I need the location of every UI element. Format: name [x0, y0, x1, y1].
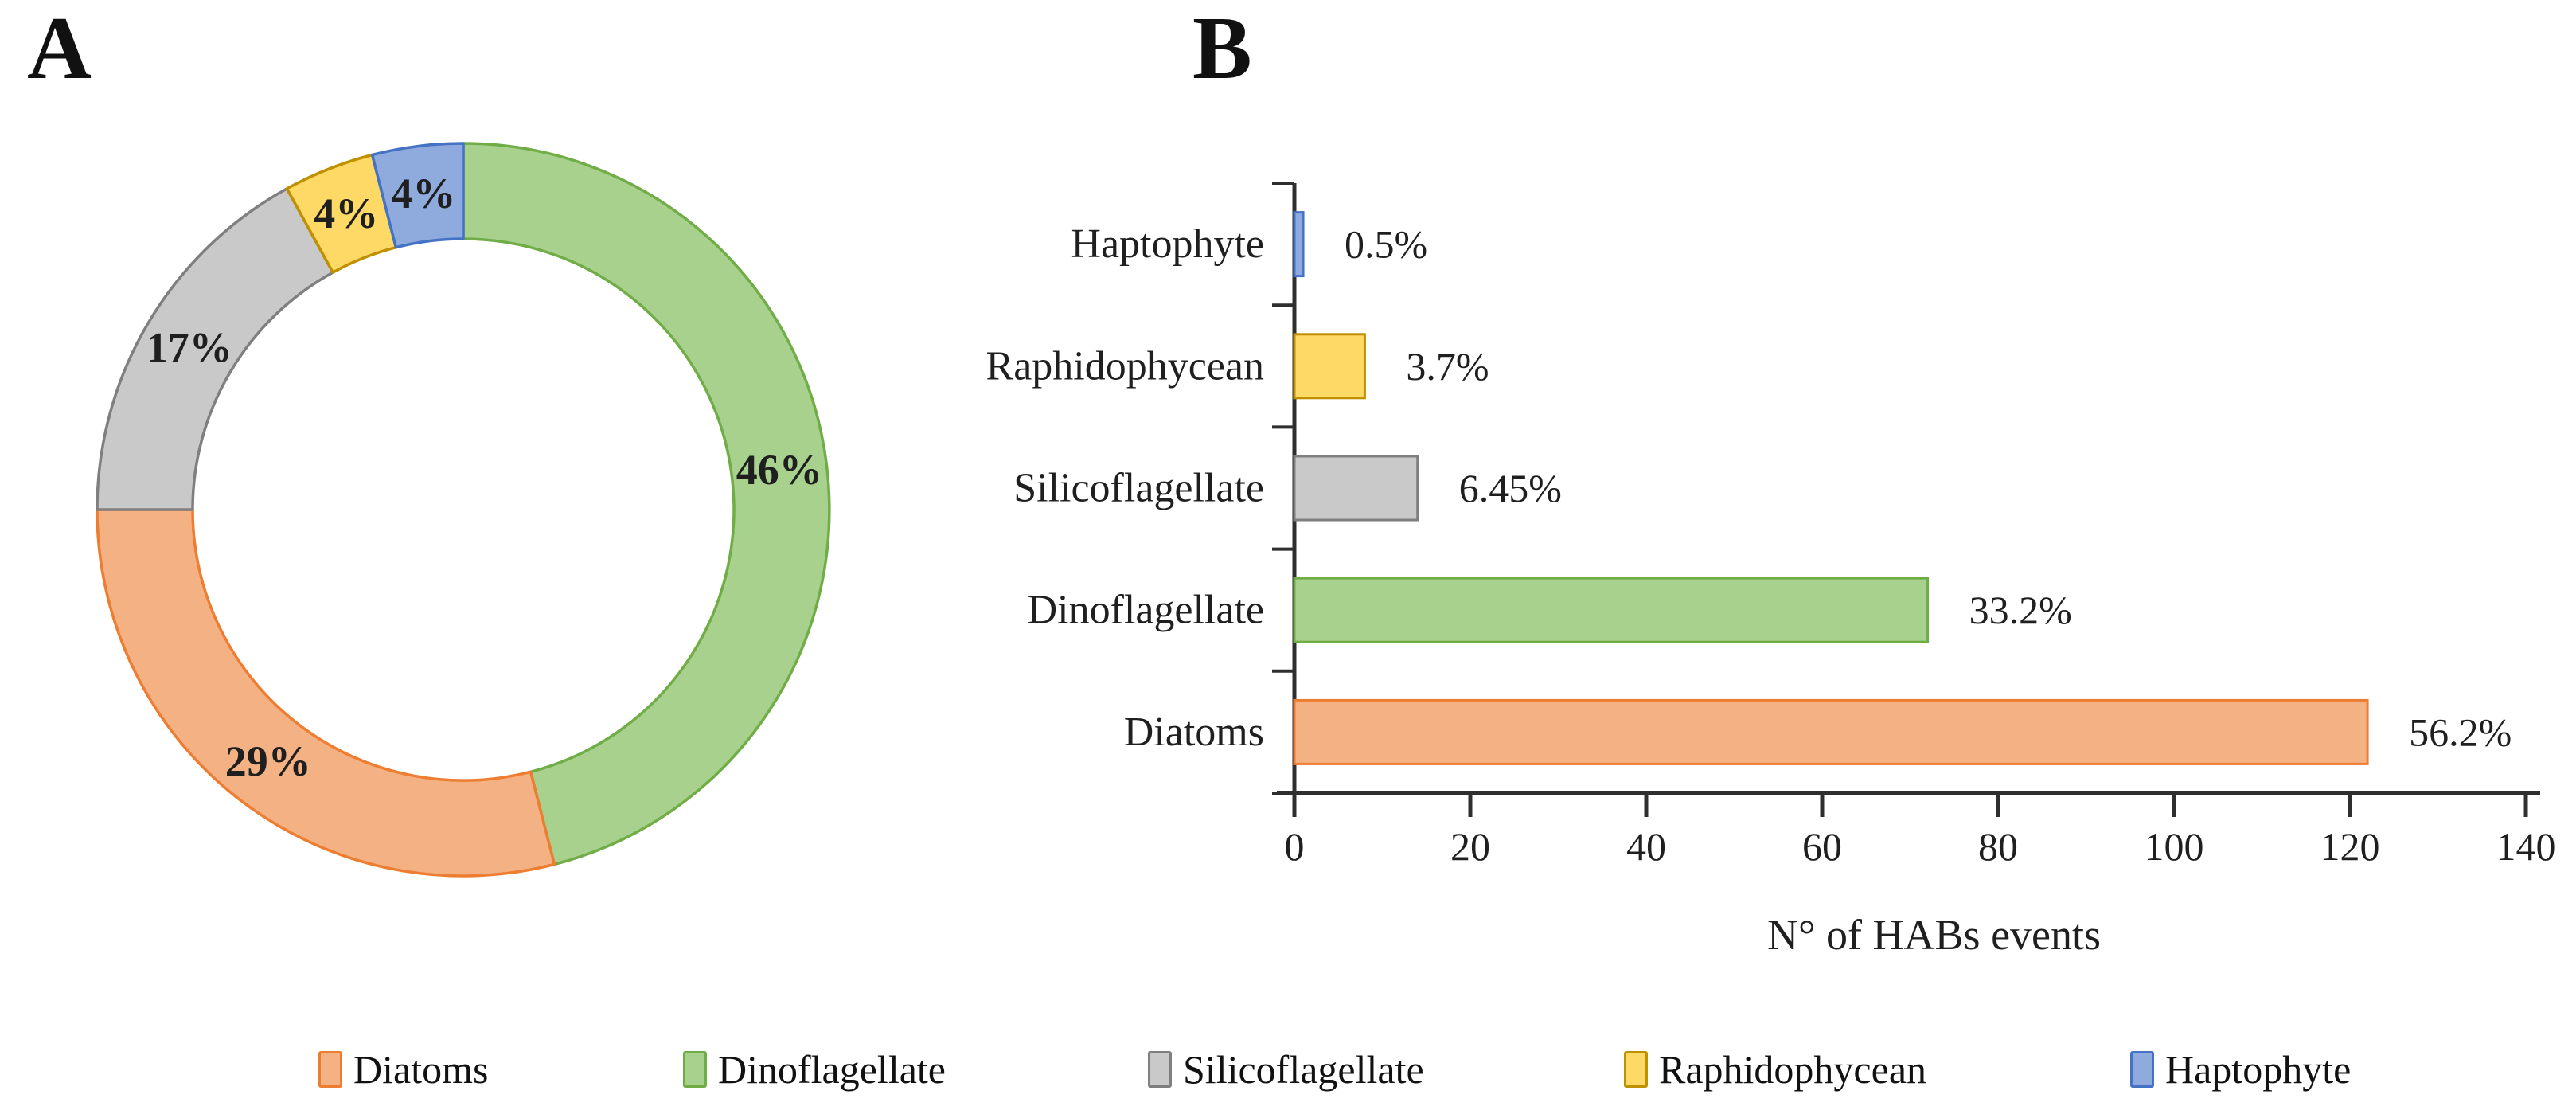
category-label-dinoflagellate: Dinoflagellate	[1028, 588, 1264, 633]
donut-slice-diatoms	[96, 508, 556, 878]
bar-dinoflagellate	[1293, 577, 1930, 643]
donut-data-label-diatoms: 29%	[225, 737, 311, 785]
legend-label-raphidophycean: Raphidophycean	[1659, 1047, 1927, 1092]
donut-slice-haptophyte	[370, 142, 465, 249]
legend-swatch-diatoms	[318, 1051, 342, 1088]
legend-swatch-raphidophycean	[1624, 1051, 1648, 1088]
x-axis-title: N° of HABs events	[1767, 911, 2101, 959]
bar-haptophyte	[1293, 211, 1305, 278]
x-tick-label: 0	[1285, 824, 1305, 869]
bar-data-label-silicoflagellate: 6.45%	[1459, 466, 1562, 510]
legend-item-dinoflagellate: Dinoflagellate	[683, 1046, 946, 1093]
x-tick-label: 60	[1802, 824, 1842, 869]
bar-data-label-dinoflagellate: 33.2%	[1969, 588, 2072, 632]
x-tick-label: 120	[2320, 824, 2380, 869]
legend-item-diatoms: Diatoms	[318, 1046, 488, 1093]
panel-b-label: B	[1192, 0, 1252, 98]
bar-silicoflagellate	[1293, 455, 1419, 522]
donut-data-label-haptophyte: 4%	[391, 170, 455, 217]
donut-data-label-dinoflagellate: 46%	[736, 446, 822, 494]
category-label-raphidophycean: Raphidophycean	[986, 343, 1264, 389]
bar-data-label-raphidophycean: 3.7%	[1406, 344, 1489, 389]
legend-swatch-silicoflagellate	[1148, 1051, 1172, 1088]
bar-chart: 0 20 40 60 80 100 120 140 Haptophyte 0.5% Raphidop…	[986, 182, 2556, 959]
legend-label-dinoflagellate: Dinoflagellate	[718, 1047, 946, 1092]
category-label-haptophyte: Haptophyte	[1071, 221, 1264, 267]
legend-swatch-haptophyte	[2130, 1051, 2154, 1088]
legend-label-haptophyte: Haptophyte	[2165, 1047, 2352, 1092]
bar-raphidophycean	[1293, 333, 1366, 400]
panel-a-label: A	[27, 0, 92, 98]
x-tick-label: 100	[2145, 824, 2204, 869]
bar-diatoms	[1293, 698, 2369, 765]
bar-data-label-haptophyte: 0.5%	[1345, 222, 1427, 267]
chart-legend: Diatoms Dinoflagellate Silicoflagellate Rap…	[0, 1046, 2576, 1104]
x-tick-label: 20	[1450, 824, 1490, 869]
legend-item-silicoflagellate: Silicoflagellate	[1148, 1046, 1424, 1093]
donut-data-label-raphidophycean: 4%	[314, 190, 378, 237]
x-tick-label: 40	[1626, 824, 1666, 869]
donut-slice-dinoflagellate	[462, 142, 831, 866]
legend-swatch-dinoflagellate	[683, 1051, 707, 1088]
donut-chart: 46% 29% 17% 4% 4%	[96, 142, 831, 878]
legend-label-diatoms: Diatoms	[353, 1047, 489, 1092]
category-label-diatoms: Diatoms	[1124, 710, 1264, 755]
bar-data-label-diatoms: 56.2%	[2409, 710, 2512, 754]
x-tick-label: 140	[2496, 824, 2556, 869]
legend-item-haptophyte: Haptophyte	[2130, 1046, 2351, 1093]
legend-item-raphidophycean: Raphidophycean	[1624, 1046, 1926, 1093]
x-tick-label: 80	[1978, 824, 2018, 869]
legend-label-silicoflagellate: Silicoflagellate	[1183, 1047, 1424, 1092]
category-label-silicoflagellate: Silicoflagellate	[1013, 466, 1264, 511]
donut-data-label-silicoflagellate: 17%	[146, 323, 232, 371]
